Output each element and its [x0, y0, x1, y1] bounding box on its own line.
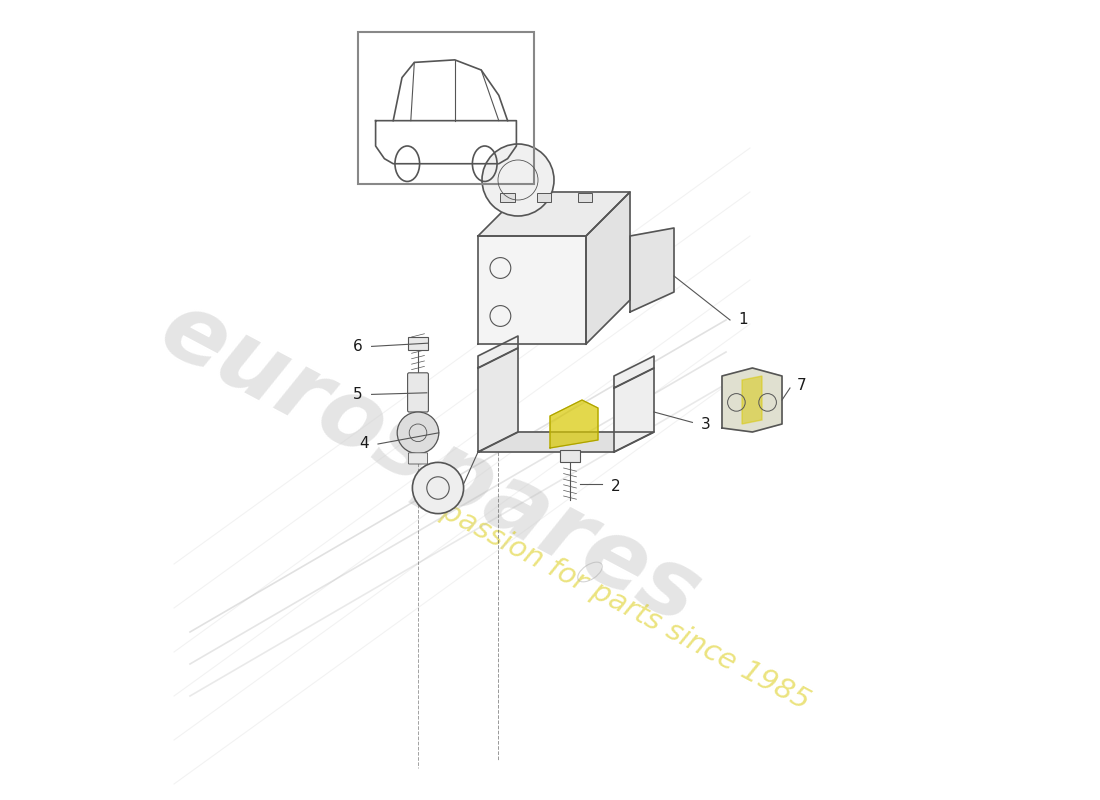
- Text: eurospares: eurospares: [144, 283, 715, 645]
- Polygon shape: [722, 368, 782, 432]
- Polygon shape: [614, 356, 654, 388]
- Text: 2: 2: [610, 479, 620, 494]
- Circle shape: [397, 412, 439, 454]
- FancyBboxPatch shape: [408, 373, 428, 412]
- Bar: [537, 193, 551, 202]
- Polygon shape: [478, 192, 630, 236]
- Polygon shape: [478, 336, 518, 368]
- Bar: [578, 193, 592, 202]
- Text: 6: 6: [353, 339, 363, 354]
- Circle shape: [412, 462, 463, 514]
- Polygon shape: [742, 376, 762, 424]
- Text: 7: 7: [798, 378, 806, 393]
- Text: 1: 1: [739, 313, 748, 327]
- Polygon shape: [586, 192, 630, 344]
- Text: 4: 4: [360, 437, 370, 451]
- FancyBboxPatch shape: [408, 453, 428, 464]
- Polygon shape: [630, 228, 674, 312]
- Circle shape: [482, 144, 554, 216]
- Bar: [408, 337, 428, 350]
- Polygon shape: [478, 348, 518, 452]
- Bar: [500, 193, 515, 202]
- Polygon shape: [478, 432, 654, 452]
- Polygon shape: [614, 368, 654, 452]
- Bar: [560, 450, 580, 462]
- Polygon shape: [478, 236, 586, 344]
- Text: 3: 3: [701, 418, 711, 432]
- Text: a passion for parts since 1985: a passion for parts since 1985: [414, 484, 815, 716]
- Text: 5: 5: [353, 387, 363, 402]
- Polygon shape: [550, 400, 598, 448]
